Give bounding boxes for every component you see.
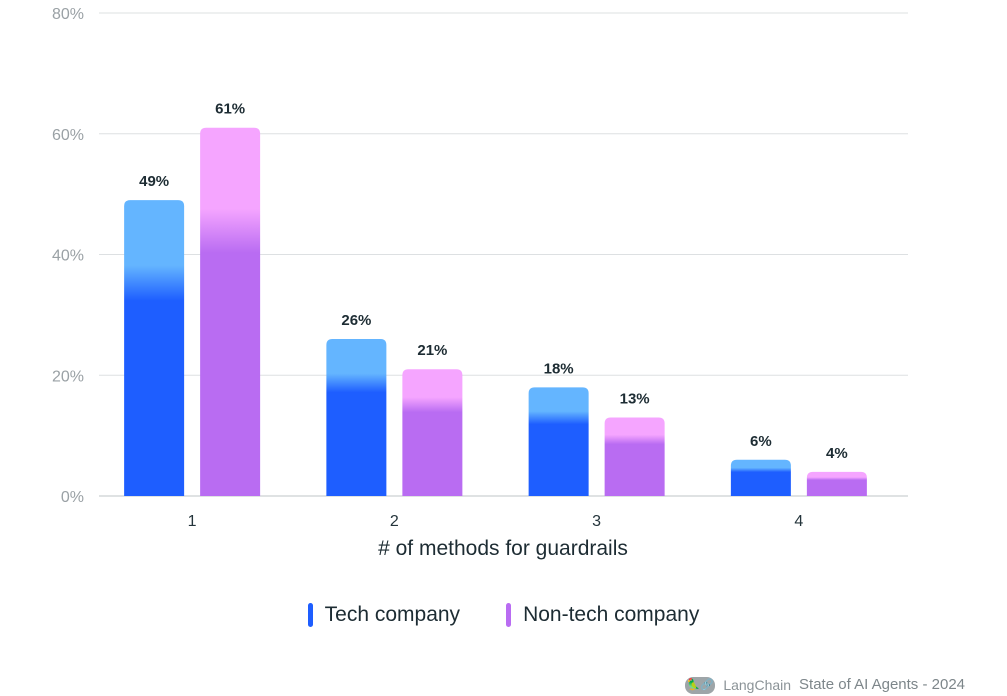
x-tick-label: 1: [188, 513, 197, 530]
bar-non-tech-company-2: [402, 369, 463, 496]
bar-tech-company-2: [326, 339, 387, 496]
brand-name: LangChain: [723, 677, 792, 693]
bar-value-label: 21%: [417, 342, 447, 359]
legend-label-non-tech: Non-tech company: [523, 603, 700, 626]
bar-value-label: 13%: [620, 391, 650, 408]
bar-non-tech-company-1: [200, 127, 261, 497]
label-layer: 49% 61% 26% 21% 18% 13% 6% 4%: [139, 101, 848, 462]
bar-value-label: 6%: [750, 433, 772, 450]
footer: 🦜🔗 LangChain State of AI Agents - 2024: [685, 676, 965, 694]
legend-swatch-non-tech: [506, 603, 512, 627]
x-tick-label: 3: [592, 513, 601, 530]
bar-value-label: 4%: [826, 445, 848, 462]
bar-non-tech-company-4: [806, 471, 867, 496]
y-tick-label: 60%: [52, 127, 84, 144]
y-tick-label: 80%: [52, 6, 84, 23]
bar-layer: [124, 127, 867, 497]
bar-value-label: 61%: [215, 101, 245, 118]
y-tick-label: 20%: [52, 368, 84, 385]
bar-value-label: 18%: [544, 360, 574, 377]
y-tick-label: 0%: [61, 489, 84, 506]
legend-item-non-tech: Non-tech company: [506, 603, 699, 627]
bar-non-tech-company-3: [604, 417, 665, 496]
legend-item-tech: Tech company: [307, 603, 461, 627]
bar-tech-company-3: [528, 387, 589, 496]
legend-swatch-tech: [307, 603, 313, 627]
axis-layer: 0% 20% 40% 60% 80% 1 2 3 4: [52, 6, 803, 530]
bar-value-label: 49%: [139, 173, 169, 190]
bar-tech-company-1: [124, 200, 185, 496]
bar-tech-company-4: [730, 459, 791, 496]
x-axis-title: # of methods for guardrails: [378, 537, 628, 560]
langchain-logo-icon: 🦜🔗: [685, 676, 716, 694]
legend: Tech company Non-tech company: [0, 603, 1007, 627]
y-tick-label: 40%: [52, 248, 84, 265]
bar-value-label: 26%: [341, 312, 371, 329]
legend-label-tech: Tech company: [324, 603, 461, 626]
report-title: State of AI Agents - 2024: [799, 676, 965, 693]
x-tick-label: 2: [390, 513, 399, 530]
x-tick-label: 4: [794, 513, 803, 530]
